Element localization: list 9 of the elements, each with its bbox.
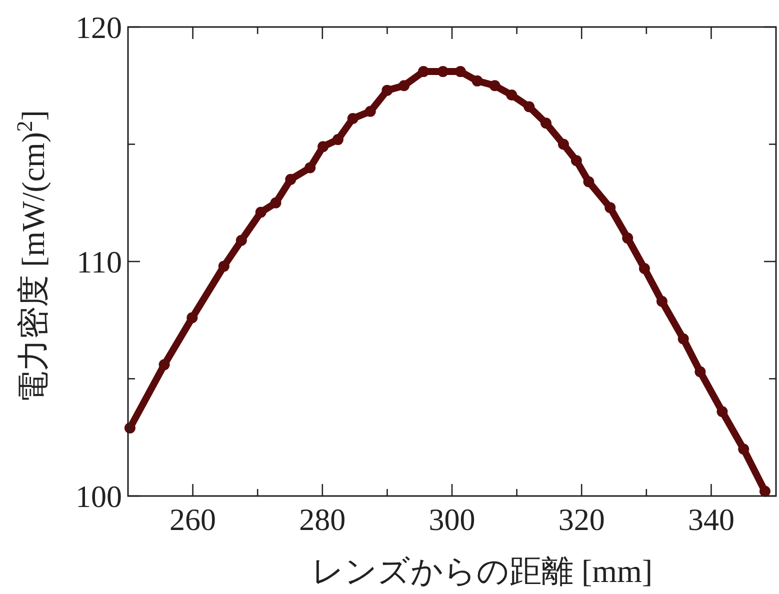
y-tick-label: 120 <box>76 10 122 45</box>
x-tick-label: 320 <box>558 502 605 537</box>
x-tick-label: 340 <box>688 502 734 537</box>
x-axis-title: レンズからの距離 [mm] <box>311 553 653 589</box>
x-tick-label: 300 <box>428 502 476 537</box>
x-tick-label: 260 <box>170 502 216 537</box>
y-tick-label: 100 <box>76 479 122 514</box>
y-tick-label: 110 <box>76 244 122 280</box>
x-tick-label: 280 <box>299 502 346 537</box>
